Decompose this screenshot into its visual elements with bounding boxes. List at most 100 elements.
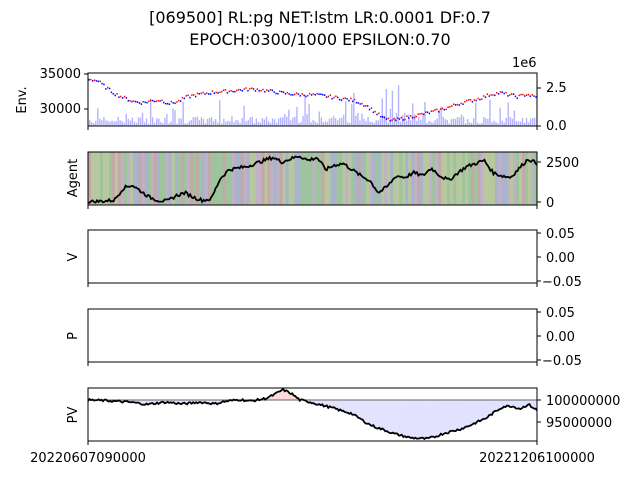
pv-fill-segment	[370, 400, 372, 426]
pv-fill-segment	[404, 400, 407, 438]
volume-bar	[190, 119, 192, 126]
pv-fill-segment	[534, 400, 536, 409]
action-strip-segment	[297, 152, 302, 205]
volume-bar	[475, 102, 477, 126]
volume-bar	[381, 98, 383, 126]
volume-bar	[452, 118, 455, 126]
volume-bar	[491, 122, 493, 126]
action-strip-segment	[174, 152, 179, 205]
pv-fill-segment	[478, 400, 480, 422]
volume-bar	[432, 122, 434, 126]
pv-fill-segment	[436, 400, 438, 437]
volume-bar	[269, 122, 272, 126]
action-strip-segment	[360, 152, 364, 205]
action-strip-segment	[381, 152, 385, 205]
volume-bar	[151, 117, 154, 126]
pv-fill-segment	[400, 400, 402, 436]
pv-fill-segment	[425, 400, 428, 438]
action-strip-segment	[252, 152, 257, 205]
pv-fill-segment	[371, 400, 374, 426]
action-strip-segment	[282, 152, 287, 205]
volume-bar	[515, 121, 518, 126]
pv-fill-segment	[428, 400, 431, 439]
volume-bar	[473, 117, 475, 126]
volume-bar	[149, 98, 152, 126]
env-frame	[87, 72, 538, 127]
agent-ytick-label: 2500	[546, 156, 579, 171]
volume-bar	[255, 118, 258, 126]
volume-bar	[493, 120, 495, 126]
pv-fill-segment	[520, 400, 522, 410]
volume-bar	[440, 106, 442, 126]
env-volume-tick-label: 2.5	[546, 81, 567, 96]
volume-bar	[310, 122, 312, 126]
volume-bar	[251, 116, 253, 126]
volume-bar	[141, 112, 144, 126]
pv-fill-segment	[452, 400, 455, 432]
x-tick-label-end: 20221206100000	[479, 451, 595, 466]
action-strip-segment	[459, 152, 463, 205]
action-strip-segment	[504, 152, 508, 205]
pv-fill-segment	[416, 400, 419, 439]
action-strip-segment	[456, 152, 460, 205]
volume-bar	[107, 120, 109, 126]
pv-fill-segment	[424, 400, 426, 439]
action-strip-segment	[264, 152, 269, 205]
pv-fill-segment	[430, 400, 432, 437]
volume-bar	[497, 123, 499, 126]
action-strip-segment	[429, 152, 433, 205]
pv-fill-segment	[323, 400, 326, 407]
action-strip-segment	[186, 152, 191, 205]
v-ytick-label: 0.00	[546, 251, 575, 266]
pv-fill-segment	[512, 400, 515, 408]
volume-bar	[290, 120, 292, 126]
pv-frame	[87, 387, 538, 442]
pv-fill-segment	[433, 400, 435, 438]
pv-fill-segment	[355, 400, 357, 416]
pv-fill-segment	[395, 400, 398, 434]
pv-fill-segment	[335, 400, 338, 409]
action-strip-segment	[147, 152, 152, 205]
volume-bar	[243, 105, 245, 126]
volume-bar	[198, 120, 201, 126]
action-strip-segment	[336, 152, 340, 205]
pv-fill-segment	[407, 400, 410, 438]
pv-fill-segment	[473, 400, 476, 424]
volume-bar	[503, 122, 505, 126]
action-strip-segment	[144, 152, 149, 205]
volume-bar	[395, 113, 398, 126]
volume-bar	[438, 109, 440, 126]
p-frame	[87, 308, 538, 363]
pv-fill-segment	[518, 400, 521, 410]
volume-bar	[131, 117, 134, 126]
volume-bar	[162, 123, 164, 126]
action-strip-segment	[498, 152, 502, 205]
action-strip-segment	[195, 152, 200, 205]
pv-fill-segment	[383, 400, 386, 432]
volume-bar	[511, 118, 514, 126]
volume-bar	[318, 111, 320, 126]
pv-fill-segment	[403, 400, 405, 438]
pv-fill-segment	[419, 400, 422, 439]
volume-bar	[145, 118, 148, 126]
pv-fill-segment	[443, 400, 446, 434]
pv-fill-segment	[365, 400, 368, 424]
action-strip-segment	[528, 152, 532, 205]
action-strip-segment	[405, 152, 409, 205]
agent-line-series	[87, 155, 538, 204]
action-strip-segment	[258, 152, 263, 205]
volume-bar	[261, 117, 264, 126]
volume-bar	[349, 122, 351, 126]
action-strip-segment	[321, 152, 325, 205]
v-panel: 0.05 0.00 −0.05 V	[66, 227, 582, 290]
volume-bar	[424, 102, 426, 126]
volume-bar	[422, 114, 424, 126]
action-strip-segment	[207, 152, 212, 205]
pv-fill-segment	[427, 400, 429, 439]
action-strip-segment	[396, 152, 400, 205]
pv-fill-segment	[500, 400, 503, 409]
action-strip-segment	[88, 152, 92, 205]
volume-bar	[513, 110, 516, 126]
pv-fill-segment	[413, 400, 416, 439]
volume-bar	[154, 122, 156, 126]
